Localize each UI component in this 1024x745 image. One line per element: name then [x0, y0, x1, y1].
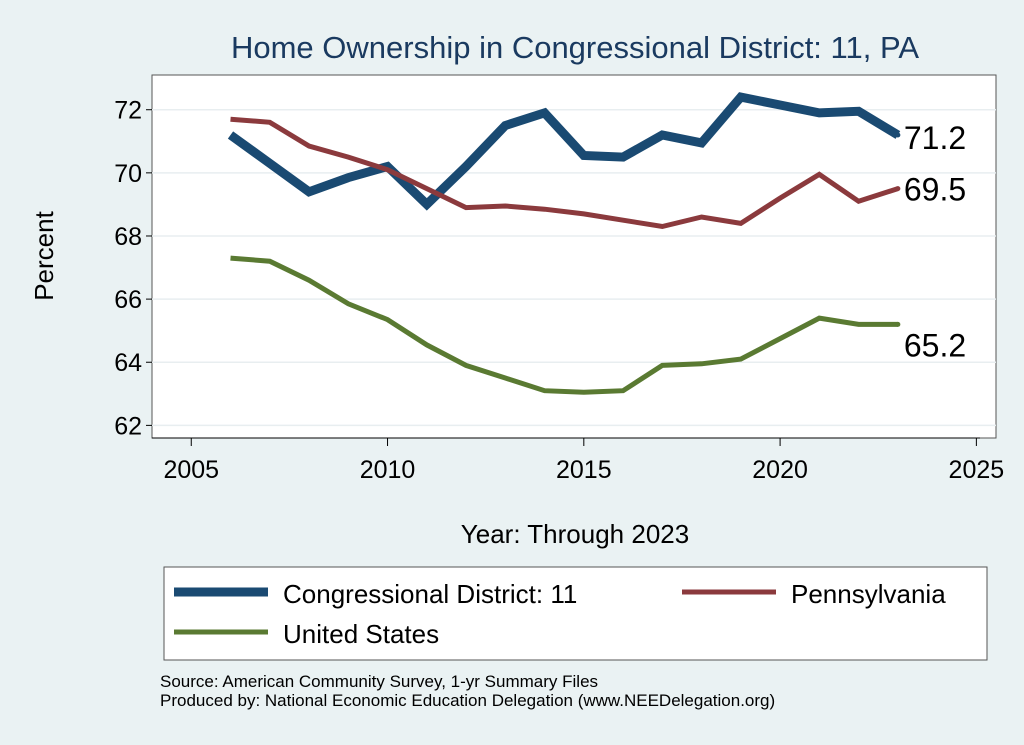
pennsylvania-line [230, 116, 899, 230]
series-group [227, 92, 901, 395]
end-value-label: 69.5 [904, 172, 966, 208]
chart-title: Home Ownership in Congressional District… [231, 30, 919, 65]
x-tick-label: 2020 [752, 456, 808, 484]
y-tick-label: 72 [114, 97, 142, 125]
y-tick-label: 66 [114, 286, 142, 314]
legend-label: Pennsylvania [791, 579, 946, 609]
x-axis: 2005 2010 2015 2020 2025 [152, 437, 1005, 484]
end-marker [895, 132, 901, 138]
end-value-label: 71.2 [904, 120, 966, 156]
end-marker [895, 186, 901, 192]
x-tick-label: 2010 [360, 456, 416, 484]
y-tick-label: 70 [114, 160, 142, 188]
legend-label: United States [283, 619, 439, 649]
x-tick-label: 2025 [949, 456, 1005, 484]
district-line [227, 92, 901, 211]
united-states-line [230, 255, 898, 395]
end-labels: 71.2 69.5 65.2 [904, 120, 966, 363]
y-tick-label: 62 [114, 412, 142, 440]
y-axis-title: Percent [29, 210, 59, 300]
y-tick-label: 68 [114, 223, 142, 251]
y-axis: 62 64 66 68 70 72 [114, 97, 152, 440]
end-marker [895, 321, 901, 327]
x-tick-label: 2015 [556, 456, 612, 484]
producer-line: Produced by: National Economic Education… [160, 691, 776, 710]
legend-box [163, 566, 988, 661]
x-tick-label: 2005 [163, 456, 219, 484]
source-line: Source: American Community Survey, 1-yr … [160, 672, 599, 691]
end-value-label: 65.2 [904, 327, 966, 363]
legend: Congressional District: 11 Pennsylvania Un… [174, 579, 946, 649]
y-tick-label: 64 [114, 349, 142, 377]
legend-label: Congressional District: 11 [283, 579, 577, 609]
x-axis-title: Year: Through 2023 [461, 519, 689, 549]
source-note: Source: American Community Survey, 1-yr … [160, 672, 775, 710]
